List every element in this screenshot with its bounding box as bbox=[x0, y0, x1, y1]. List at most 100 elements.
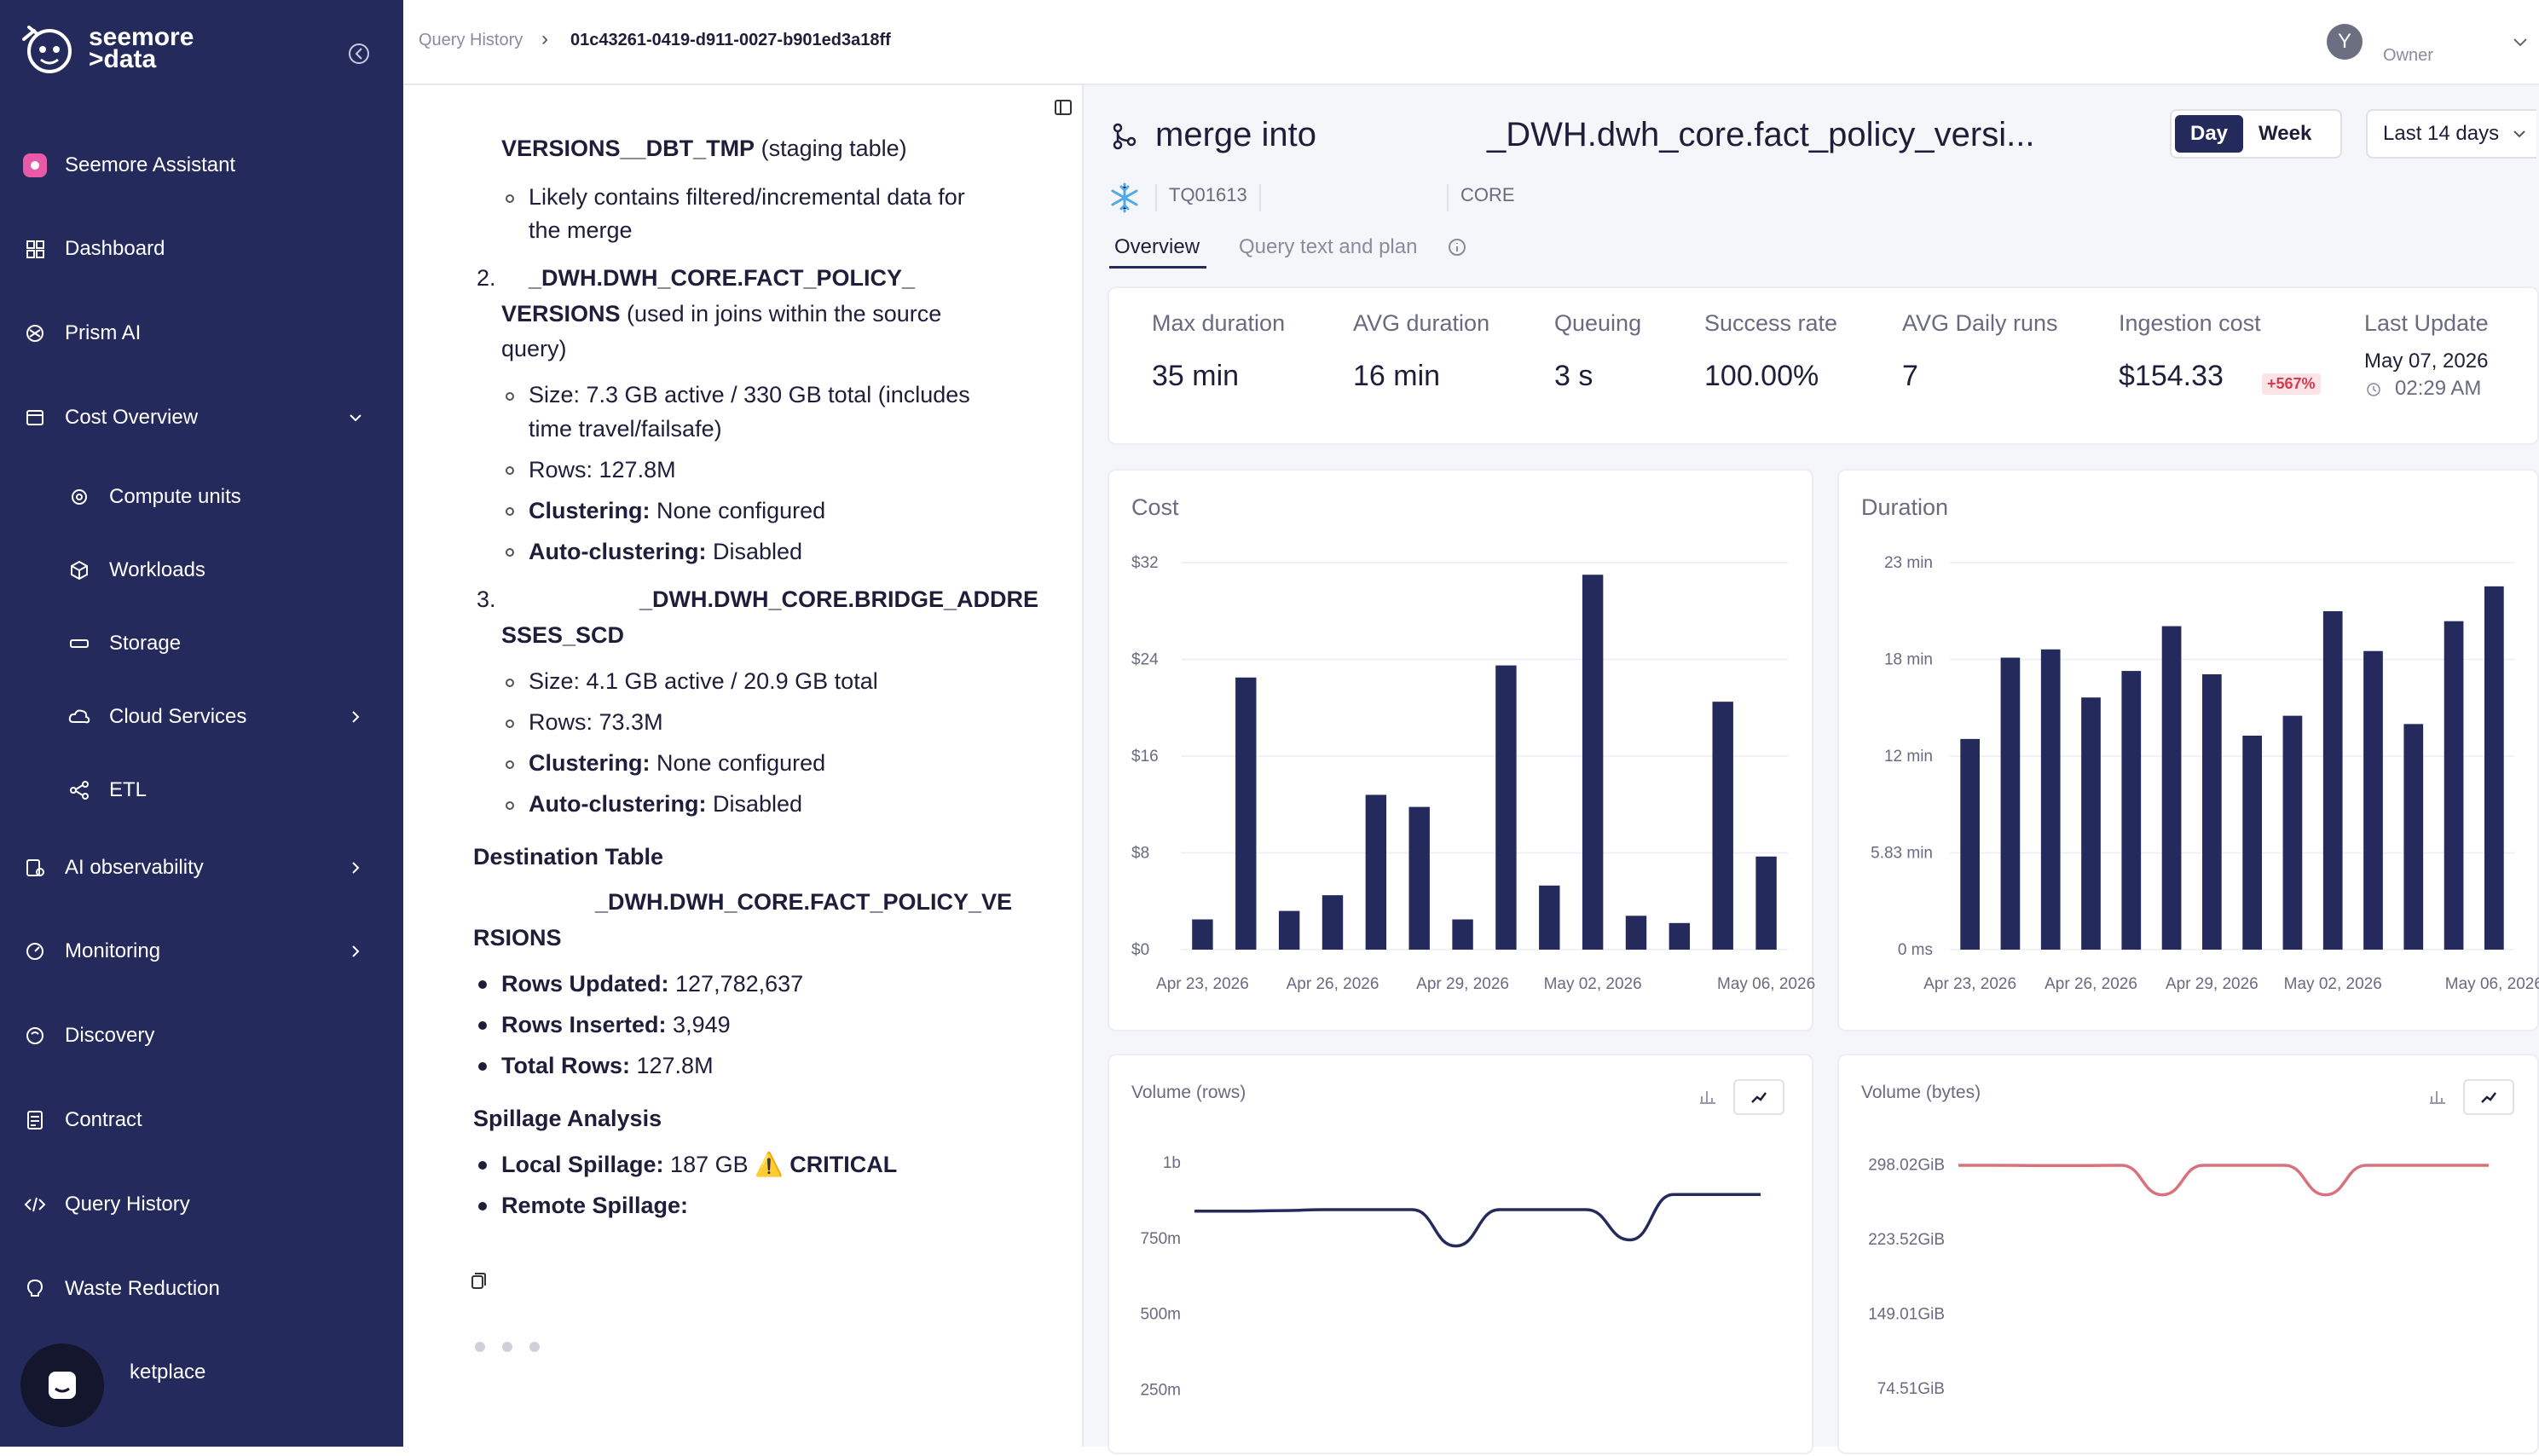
sidebar-item-label: AI observability bbox=[65, 856, 204, 879]
stat-value: 100.00% bbox=[1704, 360, 1819, 392]
bar bbox=[2322, 611, 2343, 950]
chevron-right-icon[interactable] bbox=[345, 941, 366, 962]
bar bbox=[1365, 794, 1387, 950]
panel-toggle-icon[interactable] bbox=[1053, 97, 1073, 118]
sidebar-item-prism-ai[interactable]: Prism AI bbox=[0, 308, 403, 359]
ai-observability-icon bbox=[26, 859, 44, 876]
tab-query-text-and-plan[interactable]: Query text and plan bbox=[1239, 235, 1418, 258]
field-value: Disabled bbox=[706, 539, 803, 564]
bar-chart-button[interactable] bbox=[1682, 1079, 1733, 1115]
response-line: Auto-clustering: Disabled bbox=[529, 787, 802, 821]
table-note: (staging table) bbox=[755, 136, 907, 161]
sidebar-item-waste-reduction[interactable]: Waste Reduction bbox=[0, 1263, 403, 1314]
field-value: 127,782,637 bbox=[668, 971, 804, 997]
bar bbox=[1322, 895, 1344, 950]
sidebar-item-marketplace[interactable]: ketplace bbox=[0, 1347, 403, 1398]
bullet bbox=[478, 1021, 487, 1030]
sidebar-item-query-history[interactable]: Query History bbox=[0, 1179, 403, 1230]
merge-icon bbox=[1113, 123, 1136, 150]
chart-title: Cost bbox=[1131, 494, 1179, 520]
line-chart-button[interactable] bbox=[1733, 1079, 1784, 1115]
chevron-right-icon[interactable] bbox=[345, 707, 366, 727]
bullet bbox=[506, 760, 514, 769]
avatar[interactable]: Y bbox=[2327, 24, 2363, 60]
line-chart-button[interactable] bbox=[2463, 1079, 2514, 1115]
gear-icon bbox=[72, 489, 87, 505]
day-button[interactable]: Day bbox=[2175, 115, 2244, 153]
y-tick-label: 5.83 min bbox=[1871, 845, 1933, 863]
sidebar-item-cost-overview[interactable]: Cost Overview bbox=[0, 392, 403, 443]
tab-overview[interactable]: Overview bbox=[1114, 235, 1200, 258]
response-line: Clustering: None configured bbox=[529, 746, 825, 780]
table-name: _DWH.DWH_CORE.BRIDGE_ADDRE bbox=[639, 586, 1039, 612]
date-range-select[interactable]: Last 14 days bbox=[2366, 109, 2536, 159]
y-tick-label: 18 min bbox=[1884, 651, 1933, 669]
breadcrumb-parent[interactable]: Query History bbox=[419, 31, 523, 49]
bar bbox=[1495, 665, 1517, 950]
sidebar-item-label: Cloud Services bbox=[109, 705, 247, 728]
chevron-down-icon[interactable] bbox=[2509, 31, 2531, 53]
volume-bytes-chart: 74.51GiB 149.01GiB 223.52GiB 298.02GiB bbox=[1868, 1156, 2489, 1398]
chat-launcher-button[interactable] bbox=[20, 1343, 104, 1427]
field-value: None configured bbox=[650, 498, 826, 523]
sidebar-item-cloud-services[interactable]: Cloud Services bbox=[0, 691, 403, 742]
table-name: _DWH.DWH_CORE.FACT_POLICY_ bbox=[529, 265, 916, 291]
stat-label: Queuing bbox=[1554, 310, 1642, 336]
sidebar-item-label: Prism AI bbox=[65, 321, 142, 344]
sidebar-item-etl[interactable]: ETL bbox=[0, 765, 403, 816]
chat-icon bbox=[49, 1372, 76, 1399]
y-tick-label: 149.01GiB bbox=[1868, 1306, 1945, 1324]
sidebar-item-label: Waste Reduction bbox=[65, 1277, 220, 1300]
sidebar-item-compute-units[interactable]: Compute units bbox=[0, 471, 403, 523]
bar bbox=[2000, 657, 2021, 950]
response-line: _DWH.DWH_CORE.FACT_POLICY_VE bbox=[595, 885, 1012, 919]
sidebar-item-storage[interactable]: Storage bbox=[0, 618, 403, 669]
y-tick-label: $24 bbox=[1131, 651, 1159, 669]
sidebar-item-contract[interactable]: Contract bbox=[0, 1095, 403, 1146]
sidebar-item-ai-observability[interactable]: AI observability bbox=[0, 842, 403, 893]
y-tick-label: 250m bbox=[1140, 1381, 1181, 1399]
sidebar-item-seemore-assistant[interactable]: Seemore Assistant bbox=[0, 140, 403, 191]
table-name: VERSIONS__DBT_TMP bbox=[501, 136, 755, 161]
week-button[interactable]: Week bbox=[2258, 122, 2312, 145]
bar bbox=[1235, 677, 1257, 950]
logo-line-1: seemore bbox=[89, 23, 194, 51]
sidebar-item-dashboard[interactable]: Dashboard bbox=[0, 223, 403, 274]
copy-icon[interactable] bbox=[466, 1270, 489, 1292]
section-heading: Destination Table bbox=[473, 844, 664, 870]
bullet bbox=[506, 548, 514, 557]
critical-label: CRITICAL bbox=[789, 1152, 898, 1177]
info-icon[interactable] bbox=[1447, 237, 1467, 257]
sidebar-item-workloads[interactable]: Workloads bbox=[0, 545, 403, 596]
sidebar-item-discovery[interactable]: Discovery bbox=[0, 1010, 403, 1061]
bar bbox=[2363, 650, 2383, 950]
chart-type-toggle bbox=[2412, 1079, 2519, 1115]
logo-text: seemore >data bbox=[89, 23, 194, 72]
stat-label: AVG duration bbox=[1353, 310, 1490, 336]
query-title-suffix: _DWH.dwh_core.fact_policy_versi... bbox=[1486, 116, 2035, 153]
field-label: Local Spillage: bbox=[501, 1152, 664, 1177]
bar bbox=[1278, 910, 1300, 950]
bar bbox=[2282, 715, 2303, 950]
stat-label: Ingestion cost bbox=[2119, 310, 2261, 336]
response-line: time travel/failsafe) bbox=[529, 416, 722, 442]
collapse-sidebar-icon[interactable] bbox=[344, 39, 373, 68]
logo[interactable]: seemore >data bbox=[15, 20, 194, 77]
stat-value: 35 min bbox=[1152, 360, 1240, 392]
typing-indicator bbox=[475, 1342, 540, 1352]
chart-title: Volume (rows) bbox=[1131, 1083, 1246, 1102]
last-update-date: May 07, 2026 bbox=[2364, 350, 2489, 373]
bar-chart-button[interactable] bbox=[2412, 1079, 2463, 1115]
wallet-icon bbox=[26, 410, 43, 425]
sidebar-item-monitoring[interactable]: Monitoring bbox=[0, 926, 403, 977]
bullet bbox=[506, 801, 514, 810]
response-line: VERSIONS (used in joins within the sourc… bbox=[501, 297, 941, 331]
volume-bytes-chart-card: Volume (bytes) 74.51GiB 149.01GiB 223.52Gi… bbox=[1837, 1054, 2539, 1454]
response-line: Size: 7.3 GB active / 330 GB total (incl… bbox=[529, 382, 970, 407]
chevron-right-icon[interactable] bbox=[345, 858, 366, 878]
chevron-down-icon[interactable] bbox=[345, 407, 366, 428]
bar bbox=[2121, 671, 2142, 950]
sidebar-item-label: ketplace bbox=[130, 1361, 206, 1384]
bar bbox=[2202, 673, 2222, 950]
section-heading: Spillage Analysis bbox=[473, 1106, 662, 1131]
